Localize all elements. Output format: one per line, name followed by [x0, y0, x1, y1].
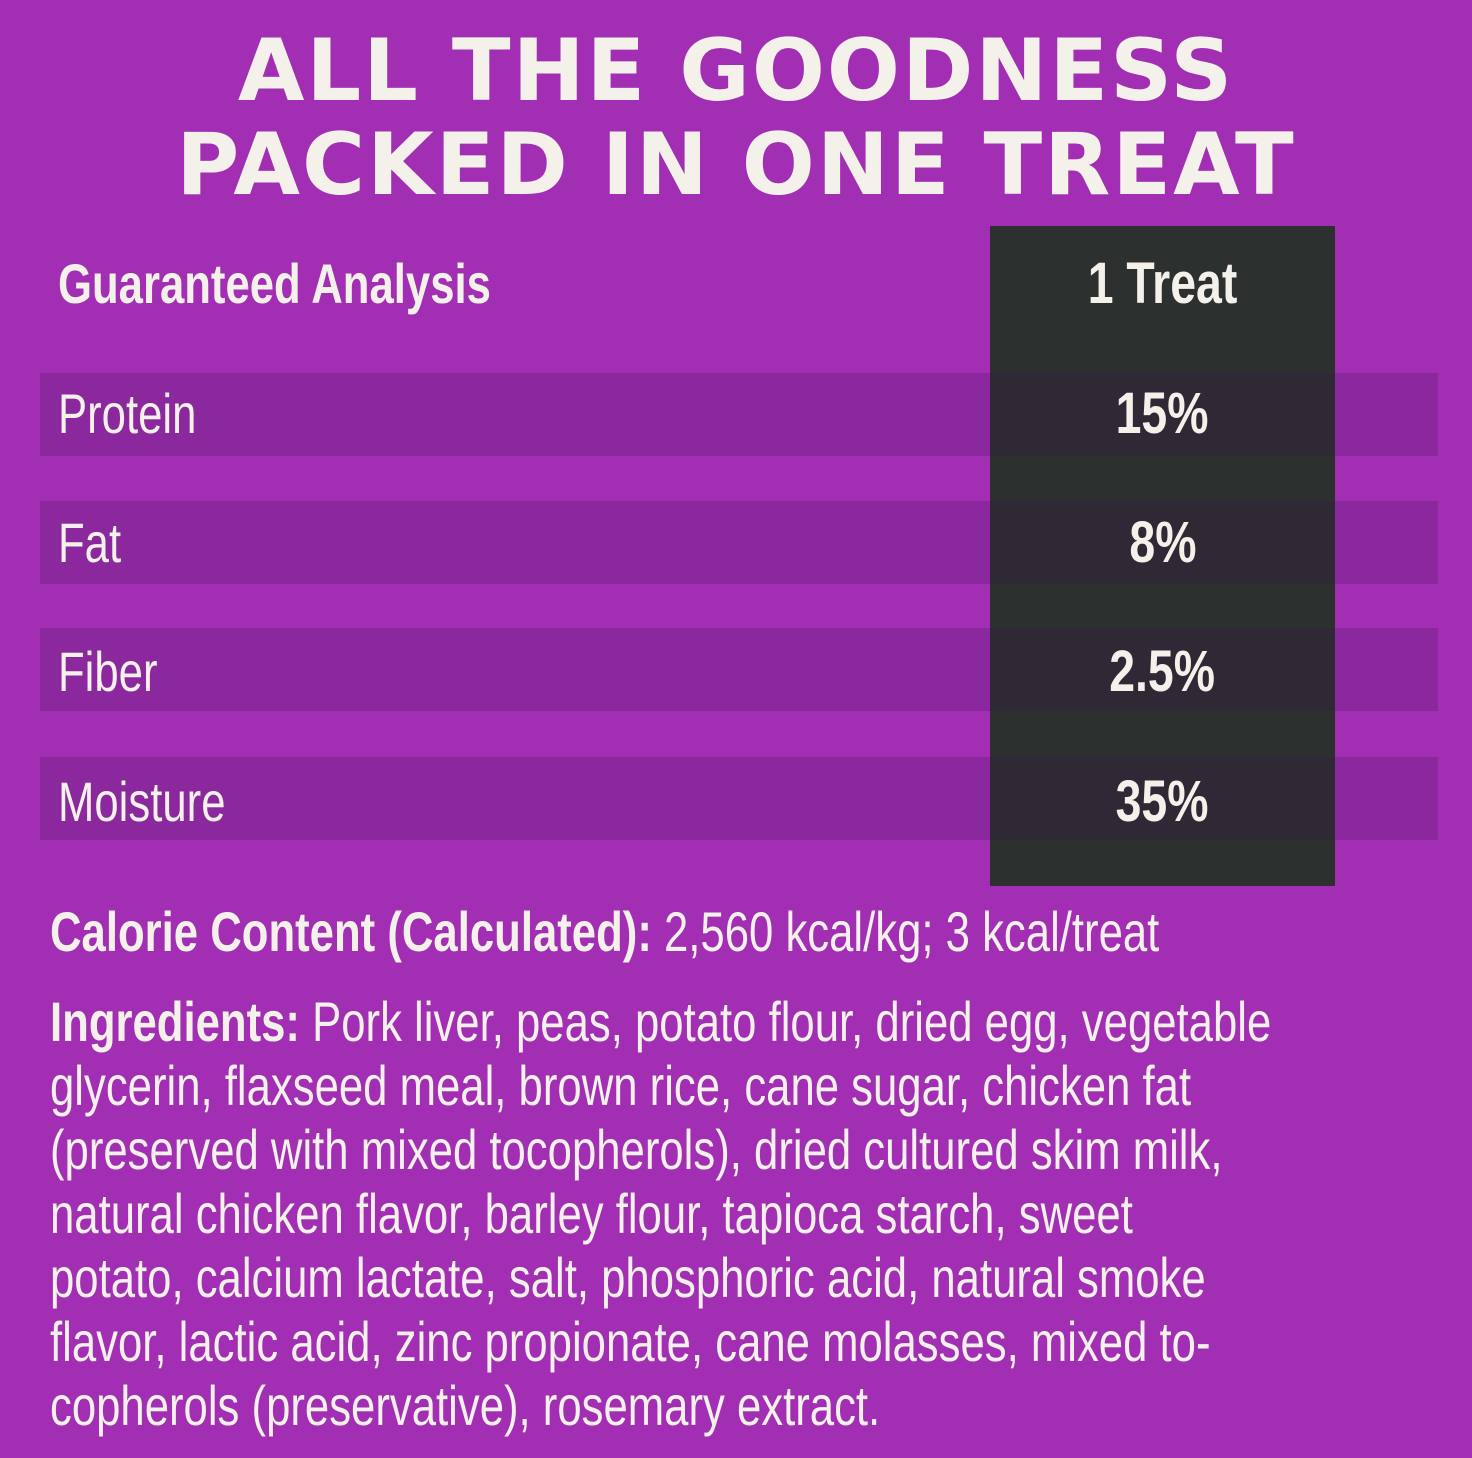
- ingredients: Ingredients: Pork liver, peas, potato fl…: [50, 990, 1395, 1438]
- ingredients-line-3: (preserved with mixed tocopherols), drie…: [50, 1118, 1223, 1181]
- headline-line-2: PACKED IN ONE TREAT: [176, 115, 1296, 215]
- row-value-fat: 8%: [990, 513, 1335, 573]
- headline: ALL THE GOODNESS PACKED IN ONE TREAT: [0, 24, 1472, 212]
- row-band-moisture: [40, 757, 1438, 840]
- value-column: [990, 226, 1335, 886]
- row-band-fiber: [40, 628, 1438, 711]
- row-value-fiber: 2.5%: [990, 642, 1335, 702]
- row-label-fiber: Fiber: [58, 640, 158, 703]
- ingredients-line-1: Pork liver, peas, potato flour, dried eg…: [299, 990, 1272, 1053]
- calorie-label: Calorie Content (Calculated):: [50, 900, 652, 963]
- row-value-fiber-text: 2.5%: [1109, 639, 1216, 704]
- ingredients-label: Ingredients:: [50, 990, 300, 1053]
- table-column-header: 1 Treat: [990, 254, 1335, 314]
- row-value-fat-text: 8%: [1128, 510, 1197, 575]
- column-header-text: 1 Treat: [1087, 251, 1238, 316]
- calorie-value: 2,560 kcal/kg; 3 kcal/treat: [651, 900, 1160, 963]
- ingredients-line-6: flavor, lactic acid, zinc propionate, ca…: [50, 1310, 1211, 1373]
- row-label-fat: Fat: [58, 511, 122, 574]
- row-value-moisture: 35%: [990, 772, 1335, 832]
- row-label-protein: Protein: [58, 382, 197, 445]
- ingredients-line-4: natural chicken flavor, barley flour, ta…: [50, 1182, 1133, 1245]
- headline-line-1: ALL THE GOODNESS: [237, 21, 1235, 121]
- row-value-protein-text: 15%: [1116, 381, 1209, 446]
- row-band-protein: [40, 373, 1438, 456]
- ingredients-line-5: potato, calcium lactate, salt, phosphori…: [50, 1246, 1206, 1309]
- ingredients-line-2: glycerin, flaxseed meal, brown rice, can…: [50, 1054, 1192, 1117]
- table-header-label: Guaranteed Analysis: [58, 252, 491, 315]
- calorie-content: Calorie Content (Calculated): 2,560 kcal…: [50, 900, 1430, 964]
- row-band-fat: [40, 501, 1438, 584]
- row-value-protein: 15%: [990, 384, 1335, 444]
- row-value-moisture-text: 35%: [1116, 769, 1209, 834]
- row-label-moisture: Moisture: [58, 770, 226, 833]
- ingredients-line-7: copherols (preservative), rosemary extra…: [50, 1374, 881, 1437]
